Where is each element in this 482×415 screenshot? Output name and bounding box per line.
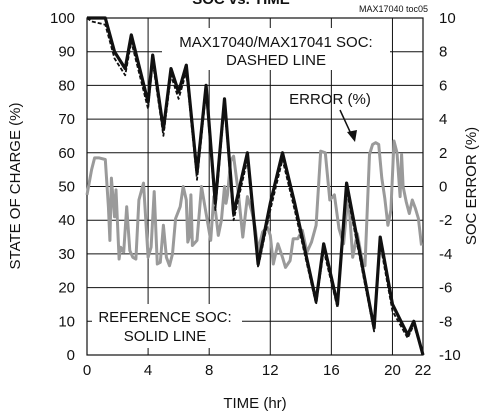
error-arrow-head [347,130,357,142]
y-tick-label: 60 [58,145,75,162]
max-soc-dashed-line [86,17,424,356]
error-line [85,139,423,269]
x-tick-label: 22 [415,362,432,379]
y-tick-label: 10 [58,313,75,330]
y2-tick-label: -4 [439,246,452,263]
y-tick-label: 90 [58,44,75,61]
series-max-soc [86,17,424,356]
y-tick-label: 40 [58,212,75,229]
figure-id: MAX17040 toc05 [359,4,428,14]
x-axis-ticks: 0 4 8 12 16 20 22 [83,362,432,379]
y2-tick-label: -8 [439,313,452,330]
y-axis-ticks: 0 10 20 30 40 50 60 70 80 90 100 [50,10,75,364]
y-tick-label: 20 [58,280,75,297]
annotation-error-label: ERROR (%) [289,91,371,108]
series-error [85,139,423,269]
y2-tick-label: 8 [439,44,447,61]
y2-tick-label: -6 [439,280,452,297]
x-axis-label: TIME (hr) [223,395,286,412]
annotation-ref-line1: REFERENCE SOC: [98,309,231,326]
chart-top-title: SOC vs. TIME [192,0,290,8]
annotation-max-soc-line1: MAX17040/MAX17041 SOC: [179,34,372,51]
x-tick-label: 12 [262,362,279,379]
annotation-box-max-soc [162,28,390,70]
x-tick-label: 8 [205,362,213,379]
y2-tick-label: 6 [439,77,447,94]
y2-tick-label: 2 [439,145,447,162]
x-tick-label: 4 [144,362,152,379]
annotation-ref-line2: SOLID LINE [124,328,207,345]
x-tick-label: 16 [323,362,340,379]
y-tick-label: 50 [58,179,75,196]
y2-tick-label: 4 [439,111,447,128]
y-tick-label: 70 [58,111,75,128]
y-tick-label: 80 [58,77,75,94]
y-tick-label: 100 [50,10,75,27]
y2-tick-label: -10 [439,347,461,364]
x-tick-label: 20 [384,362,401,379]
y2-axis-ticks: -10 -8 -6 -4 -2 0 2 4 6 8 10 [439,10,461,364]
y-tick-label: 0 [67,347,75,364]
y-tick-label: 30 [58,246,75,263]
y2-tick-label: -2 [439,212,452,229]
y2-tick-label: 10 [439,10,456,27]
y2-tick-label: 0 [439,179,447,196]
annotation-max-soc-line2: DASHED LINE [226,52,326,69]
x-tick-label: 0 [83,362,91,379]
annotation-box-reference [92,304,242,348]
y2-axis-label: SOC ERROR (%) [463,127,480,245]
y-axis-label: STATE OF CHARGE (%) [7,103,24,270]
